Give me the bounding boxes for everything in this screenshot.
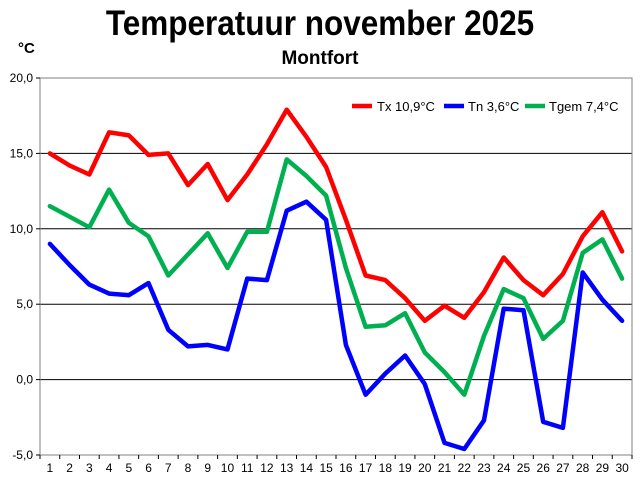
legend-label-3: Tgem 7,4°C: [549, 99, 619, 114]
y-tick-label: 5,0: [16, 297, 33, 311]
series-line-1: [47, 107, 625, 324]
x-tick-label: 4: [106, 461, 113, 475]
x-tick-label: 16: [339, 461, 353, 475]
series-lines: [47, 107, 625, 452]
x-tick-label: 27: [556, 461, 570, 475]
x-tick-label: 25: [517, 461, 531, 475]
legend-label-1: Tx 10,9°C: [377, 99, 435, 114]
x-tick-label: 6: [145, 461, 152, 475]
x-tick-label: 11: [241, 461, 254, 475]
x-tick-label: 23: [477, 461, 491, 475]
x-tick-label: 13: [280, 461, 294, 475]
series-line-2: [47, 199, 625, 452]
y-tick-label: 10,0: [10, 222, 34, 236]
y-tick-label: 20,0: [10, 71, 34, 85]
x-tick-label: 7: [165, 461, 172, 475]
x-tick-label: 22: [458, 461, 472, 475]
x-tick-label: 9: [204, 461, 211, 475]
legend-label-2: Tn 3,6°C: [468, 99, 519, 114]
y-tick-label: 0,0: [16, 373, 33, 387]
legend: Tx 10,9°C Tn 3,6°C Tgem 7,4°C: [352, 99, 619, 114]
chart-subtitle: Montfort: [281, 48, 359, 69]
x-tick-label: 5: [125, 461, 132, 475]
x-tick-label: 20: [418, 461, 432, 475]
y-tick-label: 15,0: [10, 146, 34, 160]
x-tick-label: 19: [398, 461, 412, 475]
x-tick-label: 26: [537, 461, 551, 475]
x-tick-label: 14: [300, 461, 314, 475]
x-tick-label: 18: [379, 461, 393, 475]
chart-title: Temperatuur november 2025: [105, 4, 535, 43]
x-tick-label: 17: [359, 461, 373, 475]
x-tick-label: 1: [47, 461, 54, 475]
y-tick-label: -5,0: [12, 448, 33, 462]
x-tick-label: 12: [260, 461, 274, 475]
series-line-3: [47, 157, 625, 397]
x-tick-label: 2: [66, 461, 73, 475]
x-tick-label: 10: [221, 461, 235, 475]
x-tick-label: 24: [497, 461, 511, 475]
x-tick-label: 3: [86, 461, 93, 475]
x-tick-label: 30: [615, 461, 629, 475]
x-tick-label: 15: [319, 461, 333, 475]
y-axis-unit: °C: [18, 40, 35, 57]
x-tick-label: 28: [576, 461, 590, 475]
x-tick-label: 8: [185, 461, 192, 475]
x-axis-ticks: 1 2 3 4 5 6 7 8 9 10 11 12 13 14 15 16 17 18 19 20 21 22 23 24 2…: [39, 455, 633, 475]
x-tick-label: 21: [438, 461, 452, 475]
x-tick-label: 29: [596, 461, 610, 475]
y-axis-ticks: 20,0 15,0 10,0 5,0 0,0 -5,0: [10, 71, 40, 462]
